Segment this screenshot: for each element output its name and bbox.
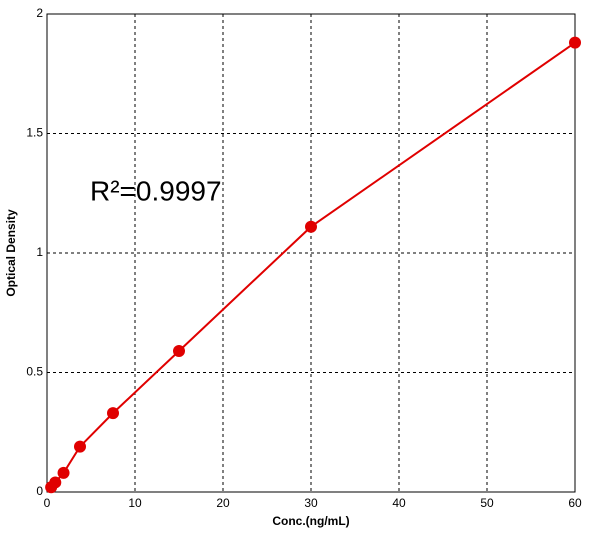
x-tick-label: 60 <box>568 496 582 510</box>
annotation: R²=0.9997 <box>90 175 222 206</box>
x-tick-label: 20 <box>216 496 230 510</box>
x-tick-label: 40 <box>392 496 406 510</box>
data-point <box>569 36 581 49</box>
y-tick-label: 0.5 <box>26 365 43 379</box>
x-tick-label: 30 <box>304 496 318 510</box>
plot-frame <box>46 13 576 493</box>
data-point <box>173 344 185 357</box>
x-axis-label: Conc.(ng/mL) <box>272 514 349 528</box>
y-tick-label: 2 <box>36 6 43 20</box>
data-point <box>49 476 62 489</box>
data-line <box>50 41 576 488</box>
x-tick-label: 50 <box>480 496 494 510</box>
y-tick-label: 1 <box>36 245 43 259</box>
data-point <box>57 466 70 479</box>
x-tick-label: 0 <box>44 496 51 510</box>
y-tick-label: 1.5 <box>26 126 43 140</box>
data-point <box>107 407 119 420</box>
data-point <box>305 220 317 233</box>
x-tick-label: 10 <box>128 496 142 510</box>
data-point <box>74 440 86 453</box>
y-axis-label: Optical Density <box>4 209 18 297</box>
y-tick-label: 0 <box>36 484 43 498</box>
